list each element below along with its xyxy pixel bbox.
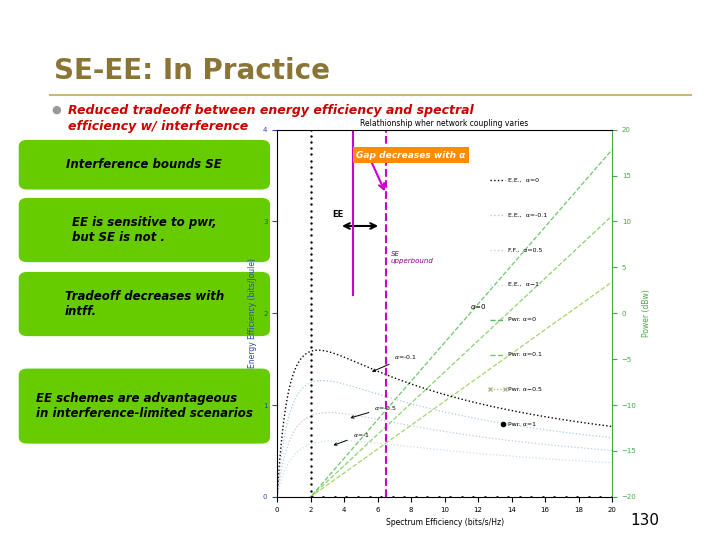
Point bbox=[305, 268, 317, 277]
Point bbox=[305, 125, 317, 134]
Point bbox=[526, 492, 537, 501]
Text: SE
upperbound: SE upperbound bbox=[391, 251, 434, 264]
Point bbox=[606, 492, 618, 501]
Point bbox=[305, 436, 317, 445]
Point bbox=[305, 393, 317, 402]
Point bbox=[305, 157, 317, 165]
Point bbox=[341, 492, 352, 501]
Point bbox=[433, 492, 444, 501]
Y-axis label: Power (dBw): Power (dBw) bbox=[642, 289, 651, 337]
X-axis label: Spectrum Efficiency (bits/s/Hz): Spectrum Efficiency (bits/s/Hz) bbox=[385, 518, 504, 527]
Text: 130: 130 bbox=[630, 513, 659, 528]
Point bbox=[305, 349, 317, 358]
Point bbox=[305, 330, 317, 339]
Point bbox=[305, 430, 317, 439]
Point bbox=[375, 492, 387, 501]
Point bbox=[305, 306, 317, 314]
Point bbox=[305, 480, 317, 489]
Text: Tradeoff decreases with
intff.: Tradeoff decreases with intff. bbox=[65, 290, 224, 318]
Point bbox=[305, 381, 317, 389]
Text: EE: EE bbox=[333, 210, 343, 219]
Point bbox=[305, 132, 317, 140]
Point bbox=[514, 492, 526, 501]
Point bbox=[305, 225, 317, 233]
Point bbox=[305, 150, 317, 159]
Point bbox=[305, 312, 317, 321]
Title: Relathionship wher network coupling varies: Relathionship wher network coupling vari… bbox=[361, 119, 528, 128]
Point bbox=[305, 337, 317, 346]
Point bbox=[305, 325, 317, 333]
Point bbox=[305, 144, 317, 153]
Point bbox=[305, 486, 317, 495]
Point bbox=[305, 219, 317, 227]
Text: Pwr. α=1: Pwr. α=1 bbox=[508, 422, 536, 427]
Point bbox=[305, 362, 317, 370]
Text: Pwr. α−0.5: Pwr. α−0.5 bbox=[508, 387, 542, 392]
FancyBboxPatch shape bbox=[19, 368, 270, 444]
Text: Gap decreases with α: Gap decreases with α bbox=[356, 151, 466, 160]
Point bbox=[305, 275, 317, 284]
Point bbox=[306, 492, 318, 501]
Point bbox=[549, 492, 560, 501]
Point bbox=[595, 492, 606, 501]
Point bbox=[583, 492, 595, 501]
Point bbox=[410, 492, 421, 501]
Point bbox=[329, 492, 341, 501]
Point bbox=[305, 474, 317, 482]
Point bbox=[305, 187, 317, 196]
Point bbox=[421, 492, 433, 501]
Point bbox=[305, 300, 317, 308]
Point bbox=[305, 194, 317, 202]
Point bbox=[480, 492, 491, 501]
FancyBboxPatch shape bbox=[19, 198, 270, 262]
Point bbox=[305, 237, 317, 246]
Point bbox=[560, 492, 572, 501]
Point bbox=[305, 355, 317, 364]
FancyBboxPatch shape bbox=[19, 140, 270, 190]
Y-axis label: Energy Efficiency (bits/Joule): Energy Efficiency (bits/Joule) bbox=[248, 258, 258, 368]
Point bbox=[305, 368, 317, 376]
Text: $\alpha$=-0.5: $\alpha$=-0.5 bbox=[351, 403, 397, 418]
Point bbox=[305, 138, 317, 146]
Point bbox=[305, 250, 317, 259]
Point bbox=[503, 492, 514, 501]
Point bbox=[305, 200, 317, 208]
Text: E.E.,  α=0: E.E., α=0 bbox=[508, 178, 539, 183]
FancyBboxPatch shape bbox=[19, 272, 270, 336]
Text: ●: ● bbox=[52, 105, 62, 115]
Text: $\alpha$=-1: $\alpha$=-1 bbox=[334, 431, 369, 445]
Point bbox=[305, 212, 317, 221]
Point bbox=[305, 256, 317, 265]
Point bbox=[537, 492, 549, 501]
Point bbox=[305, 492, 317, 501]
Point bbox=[305, 175, 317, 184]
Point bbox=[305, 424, 317, 433]
Point bbox=[305, 399, 317, 408]
Text: $\alpha$=0: $\alpha$=0 bbox=[469, 302, 486, 310]
Text: efficiency w/ interference: efficiency w/ interference bbox=[68, 120, 248, 133]
Point bbox=[456, 492, 468, 501]
Point bbox=[305, 206, 317, 215]
Point bbox=[305, 374, 317, 383]
Point bbox=[305, 449, 317, 457]
Point bbox=[305, 418, 317, 427]
Point bbox=[305, 244, 317, 252]
Point bbox=[318, 492, 329, 501]
Point bbox=[305, 163, 317, 171]
Text: EE schemes are advantageous
in interference-limited scenarios: EE schemes are advantageous in interfere… bbox=[36, 392, 253, 420]
Point bbox=[305, 281, 317, 289]
Point bbox=[305, 262, 317, 271]
Point bbox=[352, 492, 364, 501]
Text: SE-EE: In Practice: SE-EE: In Practice bbox=[54, 57, 330, 85]
Point bbox=[305, 343, 317, 352]
Point bbox=[305, 411, 317, 420]
Text: Pwr. α=0: Pwr. α=0 bbox=[508, 317, 536, 322]
Text: E.E.,  α−1: E.E., α−1 bbox=[508, 282, 539, 287]
Point bbox=[305, 406, 317, 414]
Point bbox=[305, 455, 317, 464]
Point bbox=[387, 492, 398, 501]
Point bbox=[305, 287, 317, 296]
Text: F.F.,  α=0.5: F.F., α=0.5 bbox=[508, 247, 543, 252]
Point bbox=[305, 461, 317, 470]
